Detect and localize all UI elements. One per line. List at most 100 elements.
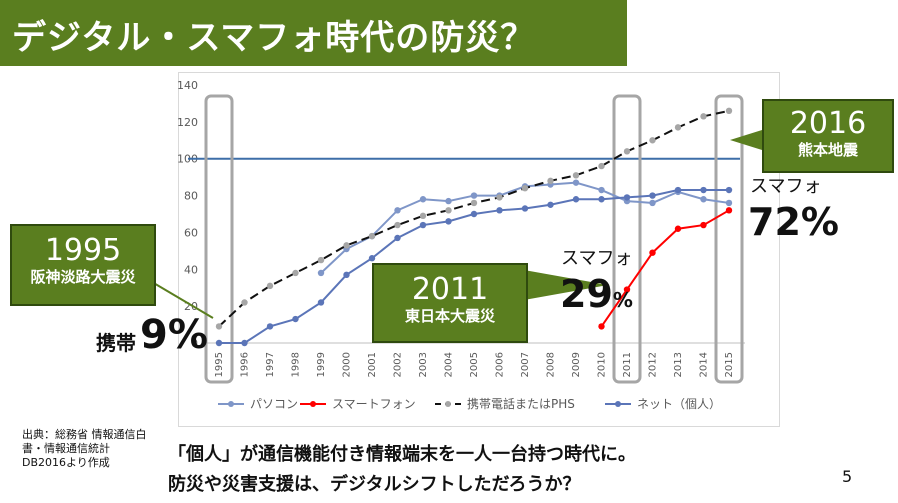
keitai-percent: 9% [140,312,208,358]
x-tick-label: 2001 [367,352,378,377]
series-point-0 [445,197,452,205]
x-tick-label: 2004 [444,352,455,377]
series-point-2 [215,323,223,330]
highlight-box-2011 [612,94,642,384]
x-tick-label: 1997 [265,352,276,377]
legend-label-1: スマートフォン [332,397,416,411]
series-point-3 [598,196,605,203]
series-point-2 [394,221,401,229]
smaho-2015-label: スマフォ [750,176,822,197]
series-point-2 [700,113,707,120]
x-tick-label: 2009 [571,352,582,377]
series-point-3 [470,210,478,218]
x-tick-label: 2014 [699,352,710,377]
legend-marker-1 [310,401,316,407]
callout-1995: 1995 阪神淡路大震災 [10,224,156,306]
x-tick-label: 2011 [622,352,633,377]
series-point-3 [266,323,274,330]
series-point-3 [394,234,401,242]
series-point-2 [598,162,605,170]
page-number: 5 [842,467,853,486]
smaho-2015-percent: 72% [748,200,839,244]
title-bar: デジタル・スマフォ時代の防災？ [0,0,627,66]
series-point-0 [725,199,733,207]
series-point-0 [572,179,580,186]
series-point-0 [419,196,427,203]
series-line-0 [320,181,730,274]
callout-2011-year: 2011 [411,272,489,307]
series-point-2 [572,172,580,179]
series-point-3 [572,196,580,203]
x-tick-label: 2013 [673,352,684,377]
series-point-2 [368,232,376,240]
series-point-3 [241,339,248,347]
bottom-line-2: 防災や災害支援は、デジタルシフトしただろうか？ [168,474,581,495]
smaho-2011-value: 29 [560,272,613,316]
bottom-line-1: 「個人」が通信機能付き情報端末を一人一台持つ時代に。 [168,444,636,465]
series-point-3 [623,194,631,201]
smaho-2011-percent: 29% [560,272,633,316]
callout-2011-pointer [524,270,608,300]
series-point-2 [419,212,427,220]
callout-1995-event: 阪神淡路大震災 [30,268,136,286]
series-point-0 [700,196,707,203]
series-point-3 [445,218,452,225]
series-point-1 [649,249,656,256]
y-tick-label: 40 [184,263,198,276]
x-tick-label: 1999 [316,352,327,377]
series-point-3 [368,255,376,262]
series-point-3 [700,186,707,194]
series-point-2 [725,107,733,115]
callout-2011: 2011 東日本大震災 [372,263,528,343]
series-point-0 [394,207,401,214]
highlight-box-2015 [714,94,744,384]
series-point-3 [496,207,503,214]
series-point-1 [725,207,733,214]
x-tick-label: 2015 [724,352,735,377]
series-point-3 [317,299,325,306]
series-point-3 [215,339,223,347]
keitai-label: 携帯 [96,331,136,355]
x-tick-label: 2003 [418,352,429,377]
y-tick-label: 100 [177,153,198,166]
series-point-3 [292,315,299,323]
series-point-2 [266,282,274,290]
x-tick-label: 1995 [214,352,225,377]
highlight-box-1995 [204,94,234,384]
y-tick-label: 140 [177,79,198,92]
legend-marker-3 [615,401,621,407]
legend-marker-2 [445,401,451,407]
source-note: 出典：総務省 情報通信白書・情報通信統計DB2016より作成 [22,428,147,469]
series-point-2 [292,269,299,277]
y-tick-label: 0 [191,337,198,350]
x-tick-label: 1996 [240,352,251,377]
chart-frame [178,72,780,427]
series-point-2 [343,242,350,249]
series-point-2 [623,148,631,155]
series-point-2 [241,299,248,306]
series-point-2 [674,124,682,131]
series-point-3 [674,186,682,194]
callout-2016-year: 2016 [789,106,867,141]
legend-label-0: パソコン [250,397,298,411]
y-tick-label: 120 [177,116,198,129]
series-point-3 [521,205,529,212]
callout-1995-connector [151,281,214,319]
callout-2016: 2016 熊本地震 [762,99,894,173]
series-point-2 [521,185,529,192]
series-line-1 [600,209,730,327]
series-point-3 [419,221,427,229]
series-point-2 [470,199,478,207]
x-tick-label: 2005 [469,352,480,377]
series-point-0 [598,186,605,194]
series-point-1 [623,286,631,293]
series-point-3 [649,192,656,199]
callout-2011-event: 東日本大震災 [404,307,495,325]
series-point-2 [649,137,656,144]
x-tick-label: 2002 [393,352,404,377]
y-tick-label: 80 [184,190,198,203]
series-point-2 [445,207,452,214]
series-point-0 [470,192,478,199]
series-point-0 [317,269,325,277]
